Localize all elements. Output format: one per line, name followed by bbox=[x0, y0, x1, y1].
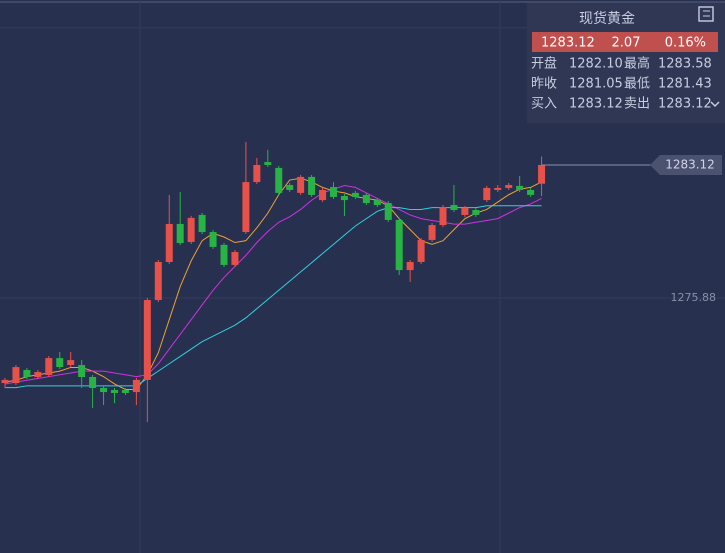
candle-body bbox=[12, 367, 20, 384]
panel-cell: 开盘 bbox=[531, 56, 557, 72]
candle-body bbox=[132, 379, 140, 393]
candle-body bbox=[428, 225, 436, 240]
candle-body bbox=[264, 162, 272, 165]
candle-body bbox=[340, 196, 348, 201]
candle-body bbox=[362, 194, 370, 204]
panel-cell: 昨收 bbox=[531, 77, 557, 92]
candle-body bbox=[384, 203, 392, 220]
candle-body bbox=[100, 388, 108, 393]
candle-body bbox=[450, 205, 458, 210]
panel-cell: 最低 bbox=[624, 77, 650, 92]
panel-title: 现货黄金 bbox=[579, 10, 635, 27]
panel-cell: 1282.10 bbox=[569, 57, 623, 72]
candle-body bbox=[461, 207, 469, 215]
panel-icon[interactable] bbox=[698, 6, 714, 22]
candle-body bbox=[67, 360, 75, 366]
candle-body bbox=[220, 244, 228, 265]
candle-body bbox=[56, 358, 64, 368]
candle-body bbox=[242, 182, 250, 233]
candle-body bbox=[187, 217, 195, 242]
candle-body bbox=[439, 207, 447, 226]
quote-percent: 0.16% bbox=[665, 36, 706, 51]
price-tag bbox=[650, 154, 722, 175]
candle-body bbox=[78, 365, 86, 377]
icon-frame bbox=[698, 6, 714, 22]
quote-bar bbox=[532, 32, 718, 52]
dropdown-arrow bbox=[710, 101, 720, 108]
candle-body bbox=[505, 185, 513, 188]
candle-body bbox=[143, 300, 151, 380]
quote-price: 1283.12 bbox=[541, 36, 595, 51]
panel-bg bbox=[527, 3, 725, 123]
candle-body bbox=[165, 223, 173, 262]
candle-body bbox=[1, 379, 9, 384]
candle-body bbox=[483, 187, 491, 201]
quote-change: 2.07 bbox=[612, 36, 641, 51]
candle-body bbox=[209, 232, 217, 247]
candle-body bbox=[351, 192, 359, 197]
candle-body bbox=[395, 219, 403, 271]
info-panel: 现货黄金 1283.12 2.07 0.16% 开盘 1282.10 最高 1283.… bbox=[527, 3, 725, 123]
panel-cell: 1283.58 bbox=[658, 57, 712, 72]
candle-body bbox=[198, 214, 206, 233]
candle-body bbox=[121, 390, 129, 393]
candle-body bbox=[176, 223, 184, 244]
candle-body bbox=[154, 261, 162, 301]
candle-body bbox=[111, 390, 118, 393]
candle-body bbox=[45, 358, 53, 375]
panel-cell: 最高 bbox=[624, 56, 650, 72]
panel-cell: 1281.05 bbox=[569, 77, 623, 92]
candle-body bbox=[89, 376, 97, 389]
ma-line bbox=[4, 177, 542, 390]
panel-rows: 开盘 1282.10 最高 1283.58 昨收 1281.05 最低 1281.43 买入 12… bbox=[531, 56, 720, 112]
candle-body bbox=[527, 189, 535, 195]
candle-body bbox=[494, 187, 502, 190]
candle-body bbox=[286, 185, 294, 190]
candle-body bbox=[373, 200, 381, 206]
candle-body bbox=[34, 372, 42, 377]
candle-body bbox=[275, 167, 283, 193]
candle-body bbox=[538, 164, 546, 184]
candle-body bbox=[516, 185, 524, 190]
candle-body bbox=[406, 261, 414, 271]
panel-cell: 卖出 bbox=[624, 97, 650, 112]
panel-cell: 买入 bbox=[531, 97, 557, 112]
panel-cell: 1283.12 bbox=[658, 97, 712, 112]
candle-body bbox=[472, 209, 480, 215]
ma-line bbox=[4, 185, 542, 385]
candle-body bbox=[319, 189, 327, 201]
candle-body bbox=[297, 176, 305, 193]
panel-cell: 1283.12 bbox=[569, 97, 623, 112]
candle-body bbox=[253, 164, 261, 183]
candle-body bbox=[330, 187, 337, 197]
candle-body bbox=[23, 370, 31, 377]
y-tick-label: 1275.88 bbox=[671, 291, 717, 304]
candle-body bbox=[231, 252, 239, 265]
candle-body bbox=[417, 239, 425, 262]
panel-cell: 1281.43 bbox=[658, 77, 712, 92]
candle-body bbox=[308, 176, 316, 195]
price-label: 1283.12 bbox=[665, 157, 715, 171]
